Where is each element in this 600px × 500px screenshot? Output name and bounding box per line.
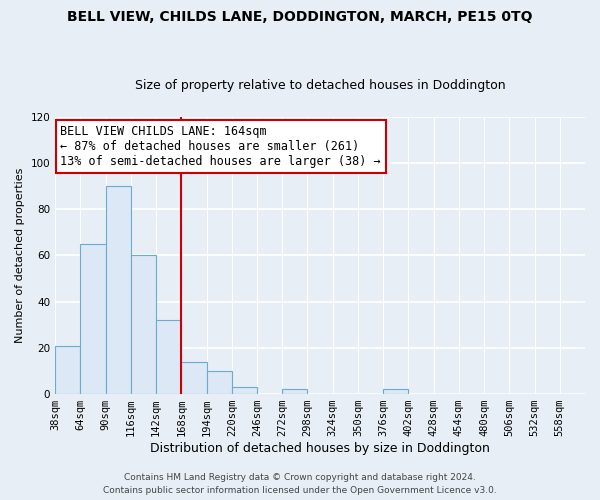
- Bar: [282, 390, 307, 394]
- X-axis label: Distribution of detached houses by size in Doddington: Distribution of detached houses by size …: [150, 442, 490, 455]
- Bar: [181, 362, 206, 394]
- Bar: [206, 371, 232, 394]
- Text: BELL VIEW CHILDS LANE: 164sqm
← 87% of detached houses are smaller (261)
13% of : BELL VIEW CHILDS LANE: 164sqm ← 87% of d…: [61, 125, 381, 168]
- Text: BELL VIEW, CHILDS LANE, DODDINGTON, MARCH, PE15 0TQ: BELL VIEW, CHILDS LANE, DODDINGTON, MARC…: [67, 10, 533, 24]
- Bar: [232, 387, 257, 394]
- Title: Size of property relative to detached houses in Doddington: Size of property relative to detached ho…: [135, 79, 505, 92]
- Bar: [131, 256, 156, 394]
- Bar: [80, 244, 106, 394]
- Bar: [156, 320, 181, 394]
- Y-axis label: Number of detached properties: Number of detached properties: [15, 168, 25, 343]
- Text: Contains HM Land Registry data © Crown copyright and database right 2024.
Contai: Contains HM Land Registry data © Crown c…: [103, 474, 497, 495]
- Bar: [55, 346, 80, 394]
- Bar: [106, 186, 131, 394]
- Bar: [383, 390, 409, 394]
